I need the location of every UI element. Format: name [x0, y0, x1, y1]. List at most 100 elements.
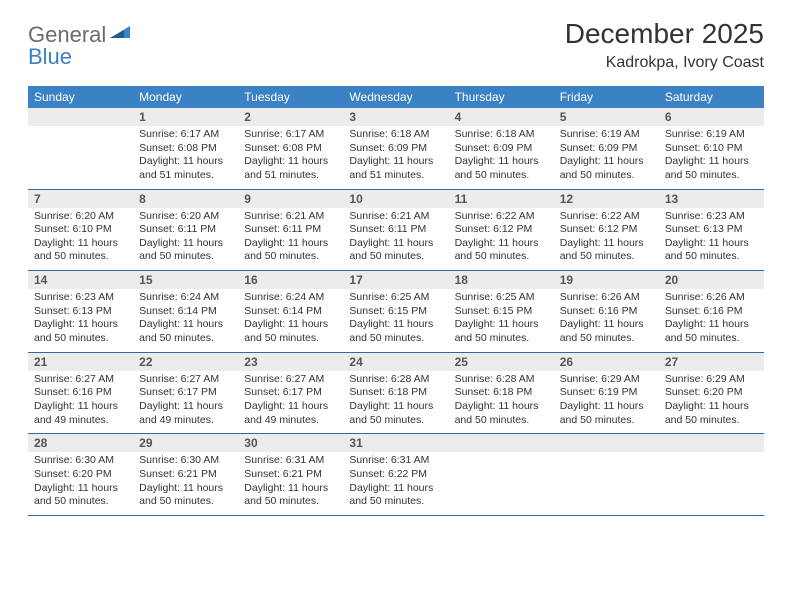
sunset-line: Sunset: 6:11 PM [244, 223, 337, 237]
daylight-line: Daylight: 11 hours and 50 minutes. [665, 237, 758, 264]
day-body: Sunrise: 6:22 AMSunset: 6:12 PMDaylight:… [449, 208, 554, 271]
day-number: 29 [133, 434, 238, 452]
day-number: 2 [238, 108, 343, 126]
sunset-line: Sunset: 6:13 PM [34, 305, 127, 319]
sunrise-line: Sunrise: 6:29 AM [665, 373, 758, 387]
daylight-line: Daylight: 11 hours and 51 minutes. [244, 155, 337, 182]
day-number: 12 [554, 190, 659, 208]
day-cell: 18Sunrise: 6:25 AMSunset: 6:15 PMDayligh… [449, 271, 554, 352]
day-number: 23 [238, 353, 343, 371]
sunset-line: Sunset: 6:18 PM [455, 386, 548, 400]
sunrise-line: Sunrise: 6:18 AM [455, 128, 548, 142]
day-number: 13 [659, 190, 764, 208]
day-cell: 15Sunrise: 6:24 AMSunset: 6:14 PMDayligh… [133, 271, 238, 352]
day-cell: 31Sunrise: 6:31 AMSunset: 6:22 PMDayligh… [343, 434, 448, 515]
sunrise-line: Sunrise: 6:20 AM [139, 210, 232, 224]
day-cell: 23Sunrise: 6:27 AMSunset: 6:17 PMDayligh… [238, 353, 343, 434]
day-body: Sunrise: 6:25 AMSunset: 6:15 PMDaylight:… [449, 289, 554, 352]
day-body: Sunrise: 6:30 AMSunset: 6:21 PMDaylight:… [133, 452, 238, 515]
day-number [28, 108, 133, 126]
day-cell: 4Sunrise: 6:18 AMSunset: 6:09 PMDaylight… [449, 108, 554, 189]
day-number [449, 434, 554, 452]
sunset-line: Sunset: 6:16 PM [560, 305, 653, 319]
day-number: 5 [554, 108, 659, 126]
week-row: 28Sunrise: 6:30 AMSunset: 6:20 PMDayligh… [28, 434, 764, 516]
sunset-line: Sunset: 6:11 PM [139, 223, 232, 237]
day-body: Sunrise: 6:23 AMSunset: 6:13 PMDaylight:… [28, 289, 133, 352]
logo-flag-icon [110, 24, 132, 47]
day-cell: 17Sunrise: 6:25 AMSunset: 6:15 PMDayligh… [343, 271, 448, 352]
daylight-line: Daylight: 11 hours and 50 minutes. [244, 237, 337, 264]
sunset-line: Sunset: 6:13 PM [665, 223, 758, 237]
day-body: Sunrise: 6:31 AMSunset: 6:22 PMDaylight:… [343, 452, 448, 515]
day-of-week-header: SundayMondayTuesdayWednesdayThursdayFrid… [28, 86, 764, 108]
day-cell: 6 Sunrise: 6:19 AMSunset: 6:10 PMDaylight… [659, 108, 764, 189]
sunset-line: Sunset: 6:20 PM [34, 468, 127, 482]
day-number: 1 [133, 108, 238, 126]
dow-cell: Monday [133, 86, 238, 108]
dow-cell: Sunday [28, 86, 133, 108]
day-cell: 9Sunrise: 6:21 AMSunset: 6:11 PMDaylight… [238, 190, 343, 271]
dow-cell: Tuesday [238, 86, 343, 108]
sunrise-line: Sunrise: 6:30 AM [34, 454, 127, 468]
day-cell: 3 Sunrise: 6:18 AMSunset: 6:09 PMDaylight… [343, 108, 448, 189]
daylight-line: Daylight: 11 hours and 50 minutes. [349, 482, 442, 509]
day-number: 31 [343, 434, 448, 452]
daylight-line: Daylight: 11 hours and 50 minutes. [139, 237, 232, 264]
day-body: Sunrise: 6:25 AMSunset: 6:15 PMDaylight:… [343, 289, 448, 352]
day-body: Sunrise: 6:30 AMSunset: 6:20 PMDaylight:… [28, 452, 133, 515]
daylight-line: Daylight: 11 hours and 50 minutes. [139, 482, 232, 509]
sunset-line: Sunset: 6:17 PM [244, 386, 337, 400]
day-number: 3 [343, 108, 448, 126]
day-cell: 30Sunrise: 6:31 AMSunset: 6:21 PMDayligh… [238, 434, 343, 515]
sunrise-line: Sunrise: 6:28 AM [455, 373, 548, 387]
day-body: Sunrise: 6:19 AMSunset: 6:09 PMDaylight:… [554, 126, 659, 189]
day-body: Sunrise: 6:26 AMSunset: 6:16 PMDaylight:… [554, 289, 659, 352]
day-cell: 27Sunrise: 6:29 AMSunset: 6:20 PMDayligh… [659, 353, 764, 434]
sunset-line: Sunset: 6:16 PM [34, 386, 127, 400]
sunrise-line: Sunrise: 6:19 AM [665, 128, 758, 142]
sunset-line: Sunset: 6:09 PM [349, 142, 442, 156]
daylight-line: Daylight: 11 hours and 51 minutes. [349, 155, 442, 182]
day-number: 28 [28, 434, 133, 452]
day-body: Sunrise: 6:18 AMSunset: 6:09 PMDaylight:… [449, 126, 554, 189]
day-cell: 16Sunrise: 6:24 AMSunset: 6:14 PMDayligh… [238, 271, 343, 352]
day-number: 30 [238, 434, 343, 452]
day-body: Sunrise: 6:20 AMSunset: 6:10 PMDaylight:… [28, 208, 133, 271]
sunrise-line: Sunrise: 6:31 AM [244, 454, 337, 468]
day-cell [659, 434, 764, 515]
day-cell: 5Sunrise: 6:19 AMSunset: 6:09 PMDaylight… [554, 108, 659, 189]
sunset-line: Sunset: 6:10 PM [665, 142, 758, 156]
sunrise-line: Sunrise: 6:24 AM [139, 291, 232, 305]
sunset-line: Sunset: 6:14 PM [139, 305, 232, 319]
day-cell [28, 108, 133, 189]
sunrise-line: Sunrise: 6:18 AM [349, 128, 442, 142]
day-cell: 24Sunrise: 6:28 AMSunset: 6:18 PMDayligh… [343, 353, 448, 434]
day-number: 11 [449, 190, 554, 208]
header: General December 2025 Kadrokpa, Ivory Co… [28, 18, 764, 72]
day-number: 4 [449, 108, 554, 126]
day-cell: 29Sunrise: 6:30 AMSunset: 6:21 PMDayligh… [133, 434, 238, 515]
sunrise-line: Sunrise: 6:21 AM [349, 210, 442, 224]
sunrise-line: Sunrise: 6:17 AM [139, 128, 232, 142]
sunset-line: Sunset: 6:20 PM [665, 386, 758, 400]
day-cell: 26Sunrise: 6:29 AMSunset: 6:19 PMDayligh… [554, 353, 659, 434]
week-row: 1Sunrise: 6:17 AMSunset: 6:08 PMDaylight… [28, 108, 764, 190]
daylight-line: Daylight: 11 hours and 50 minutes. [34, 482, 127, 509]
sunset-line: Sunset: 6:15 PM [455, 305, 548, 319]
sunrise-line: Sunrise: 6:28 AM [349, 373, 442, 387]
day-number: 6 [659, 108, 764, 126]
day-body: Sunrise: 6:27 AMSunset: 6:17 PMDaylight:… [238, 371, 343, 434]
daylight-line: Daylight: 11 hours and 50 minutes. [349, 237, 442, 264]
sunrise-line: Sunrise: 6:22 AM [455, 210, 548, 224]
daylight-line: Daylight: 11 hours and 51 minutes. [139, 155, 232, 182]
sunrise-line: Sunrise: 6:25 AM [455, 291, 548, 305]
logo-text-blue: Blue [28, 44, 72, 69]
day-cell: 21Sunrise: 6:27 AMSunset: 6:16 PMDayligh… [28, 353, 133, 434]
daylight-line: Daylight: 11 hours and 50 minutes. [139, 318, 232, 345]
day-body [28, 126, 133, 184]
sunset-line: Sunset: 6:12 PM [455, 223, 548, 237]
day-number: 21 [28, 353, 133, 371]
daylight-line: Daylight: 11 hours and 50 minutes. [244, 318, 337, 345]
daylight-line: Daylight: 11 hours and 50 minutes. [665, 155, 758, 182]
